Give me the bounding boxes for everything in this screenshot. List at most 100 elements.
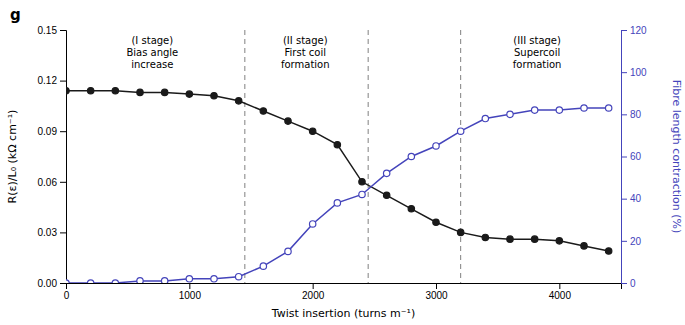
y2-axis-tick: 100	[621, 67, 647, 78]
stage-label: Bias angle	[126, 47, 178, 58]
x-axis-tick-mark	[559, 283, 560, 289]
series-point	[112, 88, 118, 94]
y-axis-tick-label: 0.03	[38, 227, 58, 238]
x-axis-tick-label: 3000	[425, 290, 448, 301]
y-axis-tick-mark	[60, 30, 66, 31]
y-axis-tick-mark	[60, 232, 66, 233]
stage-line	[244, 30, 245, 283]
stage-label: (I stage)	[131, 35, 173, 46]
series-point	[285, 118, 291, 124]
y2-axis-tick: 0	[621, 278, 636, 289]
y-axis-tick-mark	[60, 131, 66, 132]
y-axis-tick-label: 0.12	[38, 75, 58, 86]
series-point	[507, 236, 513, 242]
series-point	[137, 89, 143, 95]
stage-line	[368, 30, 369, 283]
series-point	[556, 107, 562, 113]
x-axis-tick: 3000	[425, 283, 448, 301]
y2-axis-tick: 80	[621, 109, 642, 120]
y2-axis-title: Fibre length contraction (%)	[670, 80, 683, 234]
y2-axis-tick-label: 0	[630, 278, 636, 289]
x-axis-tick-label: 0	[64, 290, 70, 301]
series-point	[482, 234, 488, 240]
y-axis: 0.00 0.03 0.06 0.09 0.12 0.15	[38, 25, 67, 289]
series-point	[161, 89, 167, 95]
y2-axis-tick-label: 100	[630, 67, 647, 78]
series-point	[383, 192, 389, 198]
series-point	[556, 238, 562, 244]
y-axis-tick-label: 0.09	[38, 126, 58, 137]
y-axis-tick: 0.03	[38, 227, 66, 238]
series-point	[605, 248, 611, 254]
stage-label: increase	[131, 59, 173, 70]
series-point	[433, 143, 439, 149]
series-point	[137, 278, 143, 283]
y-axis-tick: 0.00	[38, 278, 66, 289]
series-point	[457, 128, 463, 134]
series-point	[507, 111, 513, 117]
series-point	[334, 200, 340, 206]
series-point	[359, 179, 365, 185]
x-axis-tick: 4000	[549, 283, 572, 301]
y-axis-tick: 0.09	[38, 126, 66, 137]
stage-line	[460, 30, 461, 283]
stage-label: (III stage)	[513, 35, 561, 46]
series-point	[457, 229, 463, 235]
series-point	[408, 206, 414, 212]
y2-axis: 020406080100120	[621, 25, 647, 289]
stage-label: formation	[513, 59, 562, 70]
x-axis-tick: 1000	[179, 283, 202, 301]
title: g	[10, 6, 21, 24]
y2-axis-tick: 120	[621, 25, 647, 36]
series-point	[66, 280, 69, 283]
series-point	[260, 108, 266, 114]
series-point	[482, 115, 488, 121]
series-point	[581, 105, 587, 111]
y-axis-tick-label: 0.15	[38, 25, 58, 36]
y2-axis-tick-mark	[621, 157, 627, 158]
y2-axis-tick-mark	[621, 199, 627, 200]
series-point	[433, 219, 439, 225]
stage-label: First coil	[285, 47, 326, 58]
plot-area	[66, 30, 612, 283]
x-axis-tick-label: 1000	[179, 290, 202, 301]
series-point	[285, 248, 291, 254]
series-point	[235, 98, 241, 104]
series-point	[186, 91, 192, 97]
plot: 010002000300040000.000.030.060.090.120.1…	[38, 25, 648, 301]
y2-axis-tick-label: 120	[630, 25, 647, 36]
series-line	[66, 91, 609, 251]
y2-axis-tick-mark	[621, 241, 627, 242]
y-axis-title: R(ε)/L₀ (kΩ cm⁻¹)	[6, 110, 19, 204]
x-axis-title: Twist insertion (turns m⁻¹)	[271, 307, 415, 320]
y-axis-tick-mark	[60, 182, 66, 183]
y-axis-tick-label: 0.00	[38, 278, 58, 289]
series-point	[309, 128, 315, 134]
x-axis-tick-label: 2000	[302, 290, 325, 301]
y-axis-tick-label: 0.06	[38, 177, 58, 188]
y2-axis-tick-label: 80	[630, 109, 642, 120]
x-axis-line	[67, 284, 622, 290]
y2-axis-line	[622, 31, 628, 284]
series-point	[334, 141, 340, 147]
x-axis: 0 1000 2000 3000 4000	[64, 283, 622, 301]
y2-axis-tick: 60	[621, 151, 642, 162]
series-point	[186, 276, 192, 282]
series-point	[605, 105, 611, 111]
y-axis-tick: 0.12	[38, 75, 66, 86]
series-line	[66, 108, 609, 283]
series-point	[260, 263, 266, 269]
series-point	[531, 107, 537, 113]
x-axis-tick-mark	[436, 283, 437, 289]
y-axis-line	[60, 31, 67, 284]
series-point	[359, 191, 365, 197]
series-point	[581, 243, 587, 249]
y2-axis-tick-label: 40	[630, 193, 642, 204]
y2-axis-tick-mark	[621, 283, 627, 284]
y-axis-tick-mark	[60, 283, 66, 284]
stage-label: (II stage)	[283, 35, 328, 46]
series-point	[87, 88, 93, 94]
x-axis-tick-mark	[313, 283, 314, 289]
y2-axis-tick: 40	[621, 193, 642, 204]
series-point	[66, 88, 69, 94]
